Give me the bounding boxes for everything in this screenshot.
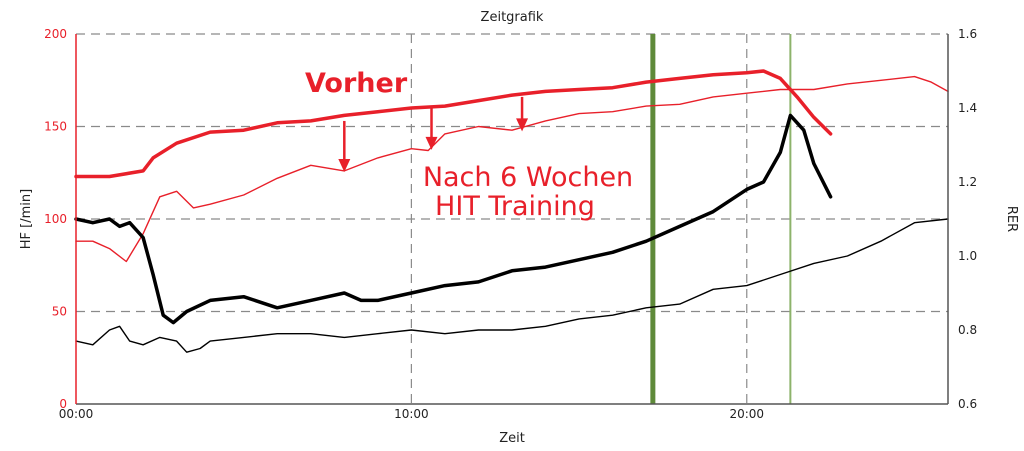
series-line-hf-after [75, 75, 949, 263]
annotation-after-line2: HIT Training [435, 191, 595, 222]
y-tick-right-label: 1.0 [958, 249, 977, 263]
series-line-rer-after [75, 218, 949, 353]
y-tick-left-label: 0 [59, 397, 67, 411]
x-axis-label: Zeit [499, 431, 525, 446]
annotation-before: Vorher [305, 68, 408, 99]
y-axis-left-label: HF [/min] [19, 189, 34, 249]
series-lines [74, 69, 949, 353]
y-tick-right-label: 1.4 [958, 101, 977, 115]
tick-labels: 0 50 100 150 200 0.6 0.8 1.0 1.2 1.4 1.6 00:00 10:00… [44, 27, 977, 421]
y-tick-right-label: 1.6 [958, 27, 977, 41]
x-tick-label: 00:00 [59, 407, 94, 421]
series-line-rer-before [74, 113, 833, 325]
y-tick-left-label: 150 [44, 120, 67, 134]
y-tick-right-label: 0.6 [958, 397, 977, 411]
y-tick-right-label: 1.2 [958, 175, 977, 189]
y-tick-left-label: 50 [52, 305, 67, 319]
y-tick-left-label: 200 [44, 27, 67, 41]
annotation-after-line1: Nach 6 Wochen [423, 162, 633, 193]
y-tick-left-label: 100 [44, 212, 67, 226]
chart-title: Zeitgrafik [481, 10, 544, 25]
x-tick-label: 20:00 [729, 407, 764, 421]
series-line-hf-before [74, 69, 833, 179]
arrow-head [338, 159, 351, 173]
axes [75, 34, 949, 405]
arrow-head [425, 136, 438, 150]
arrow-head [516, 118, 529, 132]
y-axis-right-label: RER [1004, 206, 1019, 232]
arrows [338, 96, 529, 173]
y-tick-right-label: 0.8 [958, 323, 977, 337]
vertical-markers [650, 34, 792, 404]
x-tick-label: 10:00 [394, 407, 429, 421]
